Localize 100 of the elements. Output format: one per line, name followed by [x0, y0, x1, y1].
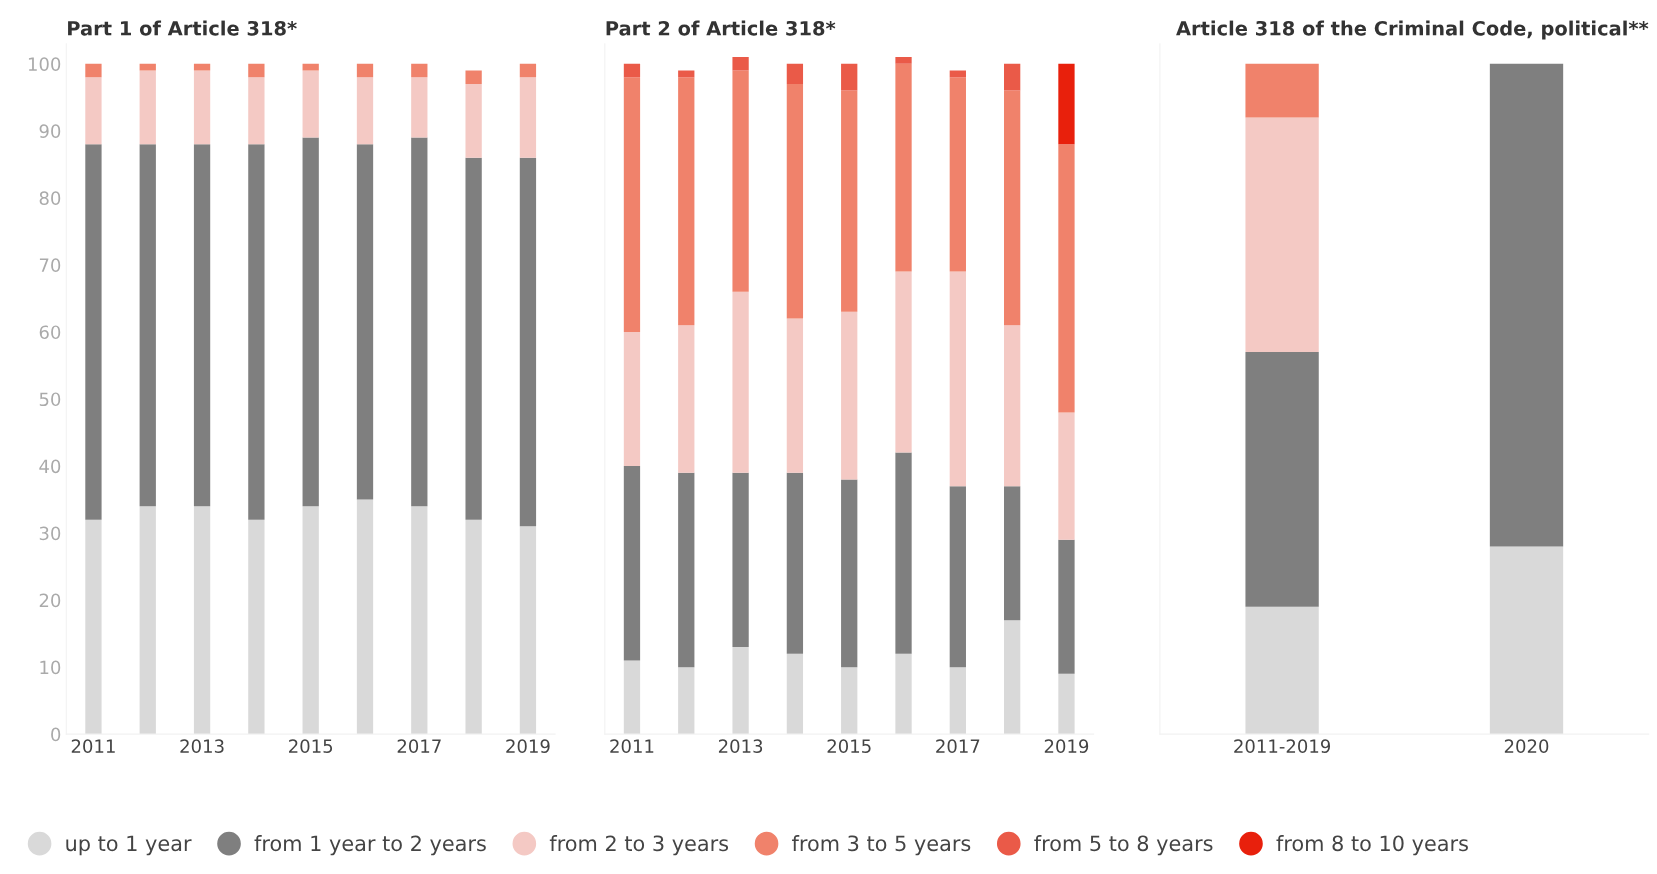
- bar: [678, 77, 695, 326]
- bar: [248, 63, 265, 78]
- legend-label: from 8 to 10 years: [1276, 835, 1468, 856]
- bar: [786, 63, 804, 84]
- bar: [1058, 673, 1075, 735]
- x-tick-label: 2011: [71, 739, 115, 753]
- bar: [465, 157, 482, 520]
- bar: [1058, 539, 1075, 674]
- bar: [411, 77, 428, 138]
- bar: [193, 144, 211, 507]
- bar: [85, 77, 102, 145]
- bar: [1245, 606, 1319, 735]
- bar: [623, 466, 641, 661]
- bar: [678, 667, 695, 735]
- bar: [1004, 486, 1021, 621]
- bar: [1245, 63, 1319, 118]
- bar: [139, 63, 156, 71]
- bar: [248, 77, 265, 145]
- legend-label: from 3 to 5 years: [792, 835, 971, 856]
- x-tick-label: 2019: [506, 739, 550, 753]
- bar: [302, 506, 319, 735]
- bar: [895, 452, 912, 654]
- y-tick-label: 100: [28, 57, 61, 71]
- bar: [786, 83, 804, 319]
- bar: [411, 137, 428, 507]
- bar: [356, 63, 374, 78]
- bar: [732, 70, 749, 292]
- bar: [465, 83, 482, 158]
- x-tick-label: 2013: [180, 739, 224, 753]
- bar: [465, 70, 482, 84]
- bar: [786, 318, 804, 473]
- bar: [85, 144, 102, 520]
- bar: [623, 331, 641, 467]
- bar: [302, 70, 319, 138]
- bar: [678, 325, 695, 473]
- y-tick-label: 0: [51, 727, 61, 742]
- bar: [732, 291, 749, 473]
- chart-title: Article 318 of the Criminal Code, political**: [1176, 20, 1649, 40]
- bar: [623, 77, 641, 332]
- bar: [1004, 325, 1021, 487]
- bar: [411, 63, 428, 78]
- x-tick-label: 2020: [1504, 739, 1549, 753]
- bar: [895, 653, 912, 735]
- y-tick-label: 80: [39, 191, 61, 205]
- bar: [1004, 90, 1021, 326]
- bar: [1245, 117, 1319, 353]
- y-tick-label: 30: [39, 526, 61, 541]
- bar: [732, 647, 749, 735]
- bar: [248, 519, 265, 735]
- chart-title: Part 1 of Article 318*: [68, 20, 297, 36]
- bar: [1245, 352, 1319, 607]
- y-tick-label: 90: [39, 124, 61, 138]
- bar: [1004, 620, 1021, 735]
- bar: [732, 57, 749, 71]
- x-tick-label: 2011: [610, 739, 654, 753]
- bar: [85, 519, 102, 735]
- bar: [519, 63, 537, 78]
- bar: [623, 63, 641, 78]
- bar: [302, 63, 319, 71]
- bar: [949, 667, 966, 735]
- x-tick-label: 2015: [827, 739, 871, 753]
- bar: [411, 506, 428, 735]
- bar: [1058, 412, 1075, 540]
- bar: [193, 70, 211, 145]
- bar: [356, 77, 374, 145]
- x-tick-label: 2019: [1044, 739, 1089, 753]
- bar: [193, 63, 211, 71]
- bar: [1058, 144, 1075, 413]
- x-tick-label: 2013: [718, 739, 763, 753]
- y-tick-label: 20: [39, 593, 61, 608]
- bar: [1058, 63, 1075, 145]
- bar: [1004, 63, 1021, 91]
- bar: [949, 77, 966, 272]
- chart-title: Part 2 of Article 318*: [606, 20, 836, 36]
- bar: [841, 63, 858, 91]
- x-tick-label: 2015: [289, 739, 333, 753]
- bar: [1489, 63, 1564, 547]
- bar: [356, 499, 374, 735]
- bar: [786, 472, 804, 654]
- bar: [678, 472, 695, 668]
- bar: [841, 667, 858, 735]
- bar: [732, 472, 749, 648]
- bar: [519, 77, 537, 158]
- y-tick-label: 40: [39, 459, 61, 474]
- bar: [895, 57, 912, 64]
- bar: [519, 157, 537, 527]
- bar: [841, 90, 858, 312]
- bar: [841, 311, 858, 480]
- bar: [949, 271, 966, 487]
- bar: [1489, 546, 1564, 735]
- bar: [248, 144, 265, 520]
- bar: [302, 137, 319, 507]
- x-tick-label: 2017: [397, 739, 441, 753]
- bar: [949, 486, 966, 668]
- x-tick-label: 2011-2019: [1234, 739, 1331, 753]
- bar: [786, 653, 804, 735]
- legend-label: from 2 to 3 years: [549, 835, 729, 856]
- bar: [85, 63, 102, 78]
- bar: [356, 144, 374, 500]
- y-tick-label: 60: [39, 325, 61, 340]
